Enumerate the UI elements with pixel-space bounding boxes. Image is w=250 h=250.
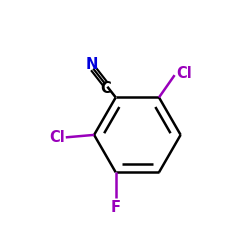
Text: N: N [85, 57, 98, 72]
Text: Cl: Cl [176, 66, 192, 81]
Text: C: C [101, 81, 112, 96]
Text: F: F [111, 200, 121, 215]
Text: Cl: Cl [49, 130, 64, 145]
